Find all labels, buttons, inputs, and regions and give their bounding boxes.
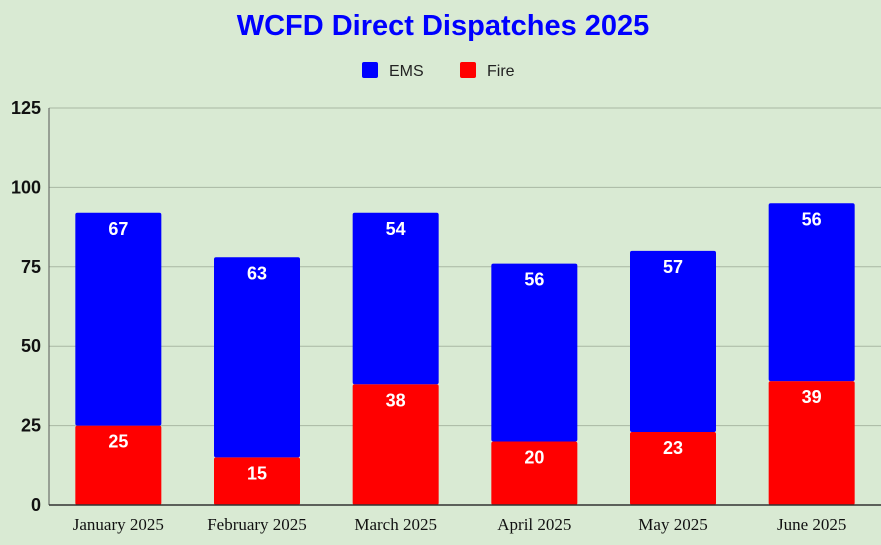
chart-title: WCFD Direct Dispatches 2025	[237, 10, 650, 42]
bar-fire	[214, 457, 300, 505]
data-label-ems: 56	[802, 209, 822, 229]
gridlines	[49, 107, 881, 427]
bar-fire	[491, 441, 578, 505]
data-label-ems: 67	[108, 219, 128, 239]
legend-label-ems: EMS	[389, 63, 424, 80]
legend: EMS Fire	[362, 62, 515, 80]
data-label-ems: 56	[524, 270, 544, 290]
data-label-fire: 15	[247, 463, 267, 483]
y-tick-label: 50	[21, 336, 41, 356]
x-axis-ticks: January 2025 February 2025 March 2025 April…	[73, 515, 847, 534]
data-label-fire: 23	[663, 438, 683, 458]
bar-ems	[491, 263, 578, 442]
bar-fire	[352, 384, 439, 505]
data-label-fire: 38	[386, 390, 406, 410]
x-tick-label: April 2025	[497, 515, 571, 534]
bar-ems	[768, 203, 855, 382]
data-label-ems: 63	[247, 263, 267, 283]
data-label-fire: 20	[524, 447, 544, 467]
legend-swatch-fire	[460, 62, 476, 78]
y-tick-label: 25	[21, 416, 41, 436]
x-tick-label: March 2025	[354, 515, 437, 534]
bar-ems	[630, 250, 716, 432]
y-axis-ticks: 0 25 50 75 100 125	[11, 98, 41, 515]
data-label-fire: 39	[802, 387, 822, 407]
data-label-fire: 25	[108, 432, 128, 452]
data-label-ems: 57	[663, 257, 683, 277]
bar-fire	[768, 381, 855, 505]
data-label-ems: 54	[386, 219, 406, 239]
legend-swatch-ems	[362, 62, 378, 78]
x-tick-label: May 2025	[638, 515, 707, 534]
bars: 25 67 15 63 38 54 20 56 23 57 39 56	[75, 203, 855, 505]
y-tick-label: 75	[21, 257, 41, 277]
x-tick-label: February 2025	[207, 515, 307, 534]
bar-ems	[352, 212, 439, 385]
y-tick-label: 125	[11, 98, 41, 118]
x-tick-label: January 2025	[73, 515, 164, 534]
bar-fire	[75, 425, 162, 505]
legend-label-fire: Fire	[487, 63, 515, 80]
bar-ems	[75, 212, 162, 426]
y-tick-label: 0	[31, 495, 41, 515]
y-tick-label: 100	[11, 177, 41, 197]
x-tick-label: June 2025	[777, 515, 846, 534]
bar-fire	[630, 431, 716, 505]
bar-ems	[214, 257, 300, 458]
